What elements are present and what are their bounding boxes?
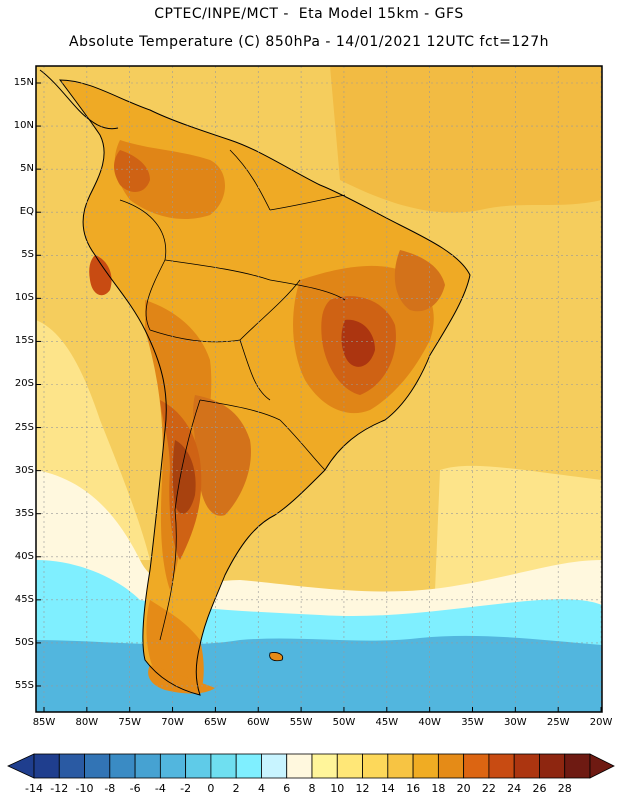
colorbar-swatch xyxy=(84,753,111,779)
lat-label: 40S xyxy=(14,550,34,562)
colorbar-label: 16 xyxy=(406,782,421,795)
colorbar-swatch xyxy=(235,753,262,779)
lon-label: 40W xyxy=(418,717,441,728)
colorbar-swatch xyxy=(33,753,60,779)
colorbar-label: 26 xyxy=(532,782,547,795)
colorbar-swatch xyxy=(336,753,363,779)
lat-label: 55S xyxy=(14,679,34,691)
colorbar-label: 20 xyxy=(456,782,471,795)
colorbar-label: 18 xyxy=(431,782,446,795)
lat-label: 20S xyxy=(14,378,34,390)
colorbar-label: -2 xyxy=(180,782,192,795)
colorbar-swatch xyxy=(261,753,288,779)
colorbar-swatch xyxy=(513,753,540,779)
lon-label: 20W xyxy=(589,717,613,728)
lon-label: 75W xyxy=(118,717,141,728)
lon-label: 50W xyxy=(332,717,356,728)
lon-label: 70W xyxy=(161,717,184,728)
lat-label: 15S xyxy=(14,335,34,347)
colorbar-label: -10 xyxy=(75,782,94,795)
colorbar-swatch xyxy=(463,753,490,779)
coastline xyxy=(58,79,471,696)
colorbar-swatch xyxy=(109,753,136,779)
lon-label: 55W xyxy=(289,717,313,728)
colorbar-label: 12 xyxy=(355,782,370,795)
lon-label: 45W xyxy=(375,717,399,728)
map-frame xyxy=(35,65,603,713)
lat-label: 45S xyxy=(14,593,34,605)
colorbar-label: 0 xyxy=(207,782,215,795)
colorbar-max-arrow xyxy=(589,753,615,779)
lat-label: 30S xyxy=(14,464,34,476)
colorbar-label: 14 xyxy=(380,782,395,795)
colorbar-label: -12 xyxy=(50,782,69,795)
lat-label: 35S xyxy=(14,507,34,519)
colorbar-label: 2 xyxy=(232,782,240,795)
lat-label: EQ xyxy=(19,206,34,218)
lat-label: 50S xyxy=(14,636,34,648)
title-line-1: CPTEC/INPE/MCT - Eta Model 15km - GFS xyxy=(154,6,464,22)
colorbar-label: 6 xyxy=(283,782,291,795)
colorbar-label: -8 xyxy=(104,782,116,795)
colorbar-swatch xyxy=(58,753,85,779)
colorbar-swatch xyxy=(311,753,338,779)
temperature-field xyxy=(36,66,602,712)
lon-label: 65W xyxy=(204,717,227,728)
lat-label: 5S xyxy=(21,249,34,261)
colorbar-swatch xyxy=(286,753,313,779)
colorbar-label: 10 xyxy=(330,782,345,795)
colorbar-swatch xyxy=(488,753,515,779)
lon-label: 25W xyxy=(546,717,570,728)
title-line-2: Absolute Temperature (C) 850hPa - 14/01/… xyxy=(69,34,549,50)
colorbar-label: -14 xyxy=(25,782,43,795)
lon-label: 85W xyxy=(32,717,56,728)
colorbar-min-arrow xyxy=(7,753,35,779)
lon-label: 35W xyxy=(461,717,484,728)
colorbar-swatch xyxy=(412,753,439,779)
graticule xyxy=(36,66,602,712)
colorbar-swatch xyxy=(134,753,161,779)
lat-label: 10S xyxy=(14,292,34,304)
lat-label: 10N xyxy=(13,120,34,132)
lon-label: 80W xyxy=(75,717,99,728)
lat-label: 5N xyxy=(20,163,34,175)
lon-label: 60W xyxy=(246,717,270,728)
colorbar-swatch xyxy=(564,753,591,779)
colorbar-swatch xyxy=(159,753,187,779)
colorbar-label: 22 xyxy=(481,782,496,795)
lat-label: 15N xyxy=(13,77,34,88)
colorbar-label: 8 xyxy=(308,782,316,795)
colorbar-swatch xyxy=(210,753,237,779)
lat-label: 25S xyxy=(14,421,34,433)
colorbar-swatch xyxy=(185,753,212,779)
colorbar-label: 4 xyxy=(257,782,265,795)
colorbar-label: -4 xyxy=(154,782,166,795)
colorbar-swatch xyxy=(437,753,465,779)
colorbar-swatch xyxy=(387,753,414,779)
colorbar-swatch xyxy=(362,753,389,779)
colorbar-label: 24 xyxy=(507,782,522,795)
colorbar-label: 28 xyxy=(557,782,572,795)
colorbar xyxy=(7,753,615,779)
axis-ticks xyxy=(36,82,602,712)
colorbar-label: -6 xyxy=(129,782,141,795)
lon-label: 30W xyxy=(504,717,527,728)
colorbar-swatch xyxy=(539,753,566,779)
